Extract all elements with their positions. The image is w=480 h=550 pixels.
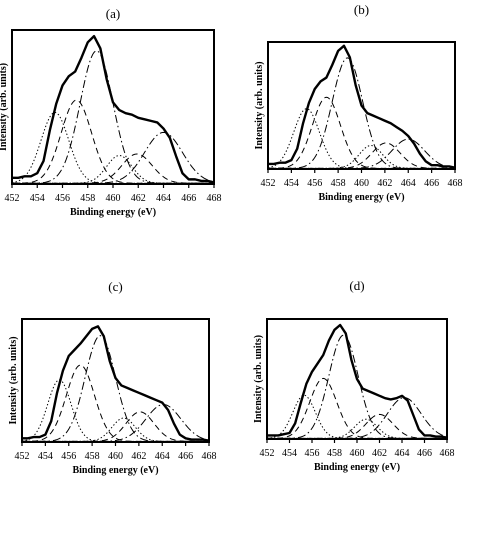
panel-label: (a) bbox=[106, 6, 120, 21]
series-component-peak-2 bbox=[267, 377, 447, 439]
x-tick-label: 462 bbox=[131, 451, 146, 462]
chart-panel-d: (d) 452 454 456 458 460 462 464 466 468 Binding en… bbox=[240, 275, 480, 550]
y-axis-title: Intensity (arb. units) bbox=[0, 63, 9, 151]
x-tick-label: 466 bbox=[417, 448, 432, 459]
series-component-peak-1 bbox=[11, 111, 214, 184]
series-component-peak-5 bbox=[268, 142, 455, 169]
x-tick-label: 458 bbox=[327, 448, 342, 459]
series-component-peak-1 bbox=[267, 108, 455, 169]
chart-panel-c: (c) 452 454 456 458 460 462 464 466 468 Binding en… bbox=[0, 275, 240, 550]
x-tick-label: 460 bbox=[354, 178, 369, 189]
x-tick-label: 464 bbox=[155, 451, 170, 462]
x-tick-label: 454 bbox=[282, 448, 297, 459]
panel-label: (c) bbox=[108, 279, 122, 294]
series-component-peak-6 bbox=[267, 138, 456, 169]
x-tick-label: 458 bbox=[80, 193, 95, 204]
x-tick-label: 458 bbox=[331, 178, 346, 189]
chart-svg: (a) 452 454 456 458 460 462 464 466 468 Binding en… bbox=[0, 6, 222, 218]
x-axis-title: Binding energy (eV) bbox=[70, 207, 156, 218]
x-tick-label: 452 bbox=[5, 193, 20, 204]
y-axis-title: Intensity (arb. units) bbox=[8, 336, 19, 424]
chart-svg: (b) 452 454 456 458 460 462 464 466 468 Binding en… bbox=[254, 2, 463, 203]
x-tick-label: 468 bbox=[202, 451, 217, 462]
y-axis-title: Intensity (arb. units) bbox=[253, 335, 264, 423]
series-component-peak-3 bbox=[267, 334, 447, 439]
series-component-peak-4 bbox=[267, 418, 447, 439]
x-tick-label: 462 bbox=[131, 193, 146, 204]
x-axis-title: Binding energy (eV) bbox=[72, 465, 158, 476]
x-tick-label: 454 bbox=[38, 451, 53, 462]
series-envelope bbox=[267, 323, 448, 439]
x-tick-label: 466 bbox=[181, 193, 196, 204]
series-envelope bbox=[12, 34, 215, 184]
series-envelope bbox=[268, 44, 456, 169]
x-tick-label: 462 bbox=[372, 448, 387, 459]
x-tick-label: 452 bbox=[15, 451, 30, 462]
x-tick-label: 468 bbox=[448, 178, 463, 189]
x-tick-label: 464 bbox=[401, 178, 416, 189]
series-component-peak-6 bbox=[267, 397, 448, 439]
chart-svg: (d) 452 454 456 458 460 462 464 466 468 Binding en… bbox=[253, 278, 455, 473]
y-axis-title: Intensity (arb. units) bbox=[254, 61, 265, 149]
panel-label: (b) bbox=[354, 2, 369, 17]
x-tick-label: 464 bbox=[395, 448, 410, 459]
x-tick-label: 466 bbox=[424, 178, 439, 189]
x-axis-title: Binding energy (eV) bbox=[314, 462, 400, 473]
x-tick-label: 464 bbox=[156, 193, 171, 204]
panel-label: (d) bbox=[349, 278, 364, 293]
series-component-peak-2 bbox=[12, 99, 214, 184]
x-tick-label: 454 bbox=[30, 193, 45, 204]
series-component-peak-5 bbox=[267, 413, 447, 439]
x-tick-label: 460 bbox=[350, 448, 365, 459]
x-tick-label: 452 bbox=[261, 178, 276, 189]
x-tick-label: 456 bbox=[305, 448, 320, 459]
x-tick-label: 460 bbox=[108, 451, 123, 462]
series-component-peak-1 bbox=[21, 379, 209, 442]
x-tick-label: 452 bbox=[260, 448, 275, 459]
chart-svg: (c) 452 454 456 458 460 462 464 466 468 Binding en… bbox=[8, 279, 217, 476]
x-tick-label: 462 bbox=[377, 178, 392, 189]
x-tick-label: 466 bbox=[178, 451, 193, 462]
x-tick-label: 468 bbox=[207, 193, 222, 204]
x-tick-label: 456 bbox=[55, 193, 70, 204]
series-component-peak-2 bbox=[268, 96, 455, 169]
x-tick-label: 454 bbox=[284, 178, 299, 189]
x-tick-label: 456 bbox=[307, 178, 322, 189]
chart-panel-b: (b) 452 454 456 458 460 462 464 466 468 Binding en… bbox=[240, 0, 480, 275]
x-axis-title: Binding energy (eV) bbox=[318, 192, 404, 203]
x-tick-label: 458 bbox=[85, 451, 100, 462]
x-tick-label: 468 bbox=[440, 448, 455, 459]
x-tick-label: 460 bbox=[106, 193, 121, 204]
chart-panel-a: (a) 452 454 456 458 460 462 464 466 468 Binding en… bbox=[0, 0, 240, 275]
series-envelope bbox=[22, 325, 210, 442]
x-tick-label: 456 bbox=[61, 451, 76, 462]
